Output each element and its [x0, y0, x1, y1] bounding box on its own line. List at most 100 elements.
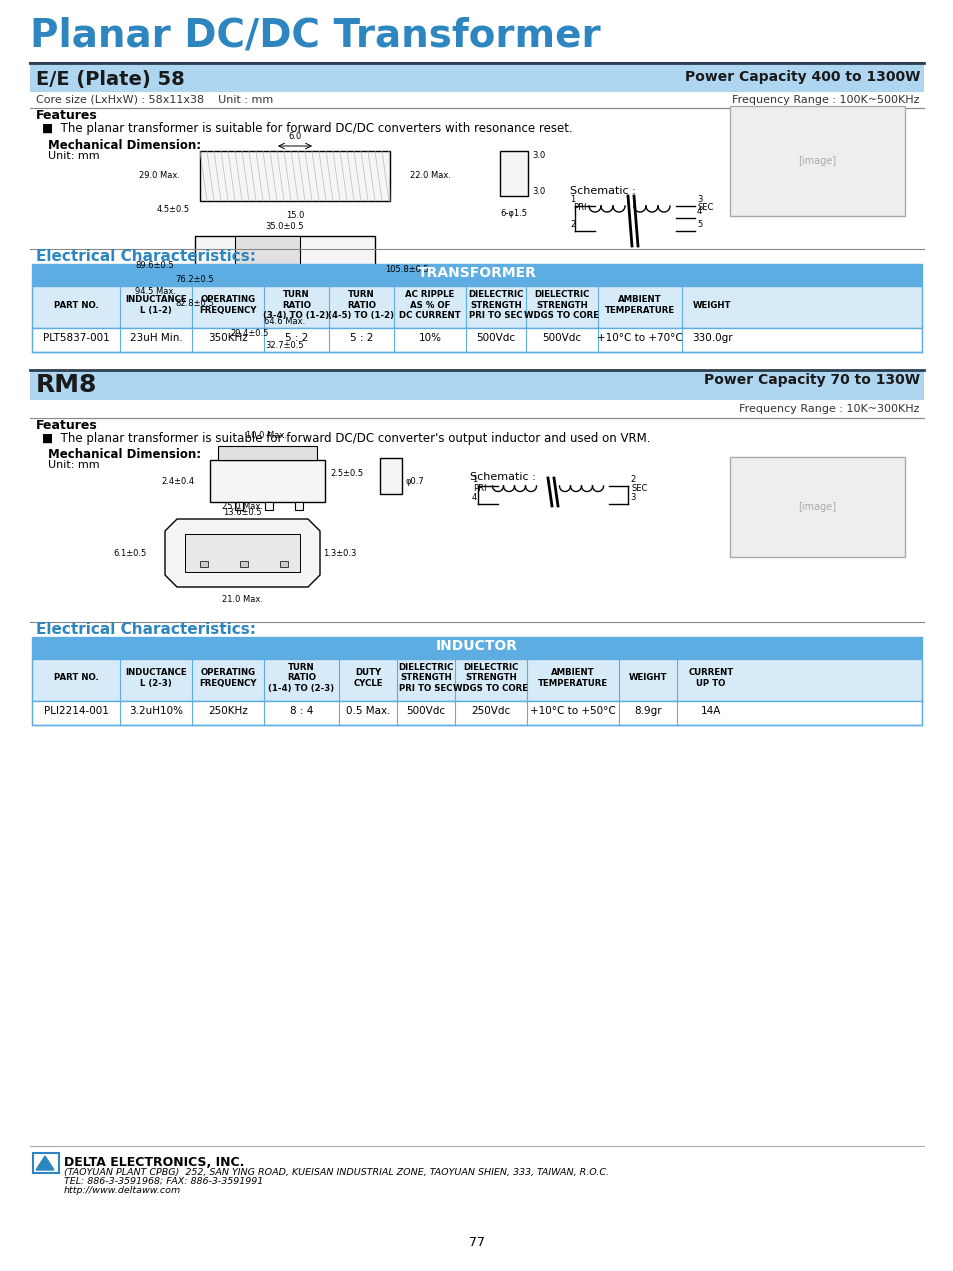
Text: TEL: 886-3-3591968; FAX: 886-3-3591991: TEL: 886-3-3591968; FAX: 886-3-3591991: [64, 1177, 263, 1186]
Text: INDUCTANCE
L (1-2): INDUCTANCE L (1-2): [125, 295, 187, 315]
Bar: [379, 458, 401, 494]
Bar: [32, 286, 921, 328]
Text: 2.4±0.4: 2.4±0.4: [162, 477, 194, 486]
Text: 5: 5: [697, 220, 701, 229]
Text: 1.3±0.3: 1.3±0.3: [323, 549, 356, 558]
Text: φ0.7: φ0.7: [406, 478, 424, 487]
Text: Planar DC/DC Transformer: Planar DC/DC Transformer: [30, 17, 600, 53]
Text: 77: 77: [469, 1235, 484, 1249]
Text: 35.0±0.5: 35.0±0.5: [266, 222, 304, 231]
Text: 2: 2: [629, 475, 635, 484]
Text: AMBIENT
TEMPERATURE: AMBIENT TEMPERATURE: [537, 669, 607, 688]
Bar: [210, 460, 325, 502]
Bar: [280, 561, 288, 567]
Text: 4: 4: [472, 493, 476, 502]
Text: 6-φ1.5: 6-φ1.5: [500, 208, 527, 219]
Text: 3.0: 3.0: [532, 187, 545, 196]
Text: AMBIENT
TEMPERATURE: AMBIENT TEMPERATURE: [604, 295, 675, 315]
Text: 8.9gr: 8.9gr: [634, 705, 661, 716]
Text: 6.0: 6.0: [288, 132, 301, 141]
Text: 82.8±0.5: 82.8±0.5: [174, 299, 213, 308]
Text: Electrical Characteristics:: Electrical Characteristics:: [36, 249, 255, 264]
Text: WEIGHT: WEIGHT: [692, 300, 731, 310]
Text: TRANSFORMER: TRANSFORMER: [417, 266, 536, 280]
Text: [image]: [image]: [797, 502, 835, 512]
Text: 23uH Min.: 23uH Min.: [130, 333, 182, 343]
Text: 22.0 Max.: 22.0 Max.: [410, 172, 451, 180]
Text: 1: 1: [569, 194, 575, 205]
Text: ■  The planar transformer is suitable for forward DC/DC converters with resonanc: ■ The planar transformer is suitable for…: [42, 122, 572, 135]
Text: OPERATING
FREQUENCY: OPERATING FREQUENCY: [199, 669, 256, 688]
Bar: [33, 1153, 59, 1173]
Text: 3: 3: [697, 194, 701, 205]
Bar: [200, 151, 390, 201]
Text: 4: 4: [697, 207, 701, 216]
Text: Features: Features: [36, 109, 97, 122]
Text: DIELECTRIC
STRENGTH
PRI TO SEC: DIELECTRIC STRENGTH PRI TO SEC: [398, 663, 454, 693]
Text: DELTA ELECTRONICS, INC.: DELTA ELECTRONICS, INC.: [64, 1157, 244, 1169]
Text: TURN
RATIO
(4-5) TO (1-2): TURN RATIO (4-5) TO (1-2): [328, 290, 395, 320]
Text: Unit: mm: Unit: mm: [48, 460, 99, 470]
Text: 64.6 Max.: 64.6 Max.: [264, 316, 305, 325]
Text: (TAOYUAN PLANT CPBG)  252, SAN YING ROAD, KUEISAN INDUSTRIAL ZONE, TAOYUAN SHIEN: (TAOYUAN PLANT CPBG) 252, SAN YING ROAD,…: [64, 1168, 608, 1177]
Text: Schematic :: Schematic :: [470, 472, 536, 482]
Text: 15.0: 15.0: [286, 211, 304, 220]
Text: 29.4±0.5: 29.4±0.5: [231, 329, 269, 338]
Text: PART NO.: PART NO.: [53, 300, 98, 310]
Polygon shape: [36, 1157, 54, 1171]
Bar: [30, 370, 923, 400]
Text: TURN
RATIO
(1-4) TO (2-3): TURN RATIO (1-4) TO (2-3): [268, 663, 335, 693]
Text: 350KHz: 350KHz: [208, 333, 248, 343]
Text: DUTY
CYCLE: DUTY CYCLE: [353, 669, 382, 688]
Bar: [499, 151, 527, 196]
Bar: [265, 502, 273, 510]
Bar: [30, 64, 923, 92]
Text: Power Capacity 400 to 1300W: Power Capacity 400 to 1300W: [684, 70, 919, 84]
Text: DIELECTRIC
STRENGTH
WDGS TO CORE: DIELECTRIC STRENGTH WDGS TO CORE: [524, 290, 598, 320]
Bar: [32, 264, 921, 286]
Bar: [218, 446, 316, 460]
Text: Features: Features: [36, 419, 97, 432]
Text: CURRENT
UP TO: CURRENT UP TO: [688, 669, 733, 688]
Bar: [32, 328, 921, 352]
Text: 76.2±0.5: 76.2±0.5: [174, 275, 213, 283]
Text: 94.5 Max.: 94.5 Max.: [135, 286, 175, 295]
Text: 330.0gr: 330.0gr: [691, 333, 732, 343]
Text: 21.0 Max.: 21.0 Max.: [222, 595, 263, 604]
Text: 3.0: 3.0: [532, 151, 545, 160]
Text: 500Vdc: 500Vdc: [542, 333, 581, 343]
Text: 13.6±0.5: 13.6±0.5: [223, 508, 261, 517]
Text: 2.5±0.5: 2.5±0.5: [330, 469, 363, 478]
Text: 5 : 2: 5 : 2: [350, 333, 373, 343]
Text: Schematic :: Schematic :: [569, 186, 635, 196]
Text: INDUCTANCE
L (2-3): INDUCTANCE L (2-3): [125, 669, 187, 688]
Bar: [729, 105, 904, 216]
Text: Core size (LxHxW) : 58x11x38    Unit : mm: Core size (LxHxW) : 58x11x38 Unit : mm: [36, 95, 273, 105]
Text: 32.7±0.5: 32.7±0.5: [265, 341, 304, 350]
Text: 5 : 2: 5 : 2: [285, 333, 308, 343]
Text: DIELECTRIC
STRENGTH
WDGS TO CORE: DIELECTRIC STRENGTH WDGS TO CORE: [453, 663, 528, 693]
Text: Frequency Range : 100K~500KHz: Frequency Range : 100K~500KHz: [732, 95, 919, 105]
Text: 4.5±0.5: 4.5±0.5: [156, 205, 190, 214]
Text: 89.6±0.5: 89.6±0.5: [135, 262, 173, 271]
Text: 250Vdc: 250Vdc: [471, 705, 510, 716]
Text: 6.1±0.5: 6.1±0.5: [113, 549, 147, 558]
Bar: [194, 236, 375, 311]
Text: SEC: SEC: [698, 203, 714, 212]
Text: 25.0 Max.: 25.0 Max.: [222, 502, 263, 511]
Text: ■  The planar transformer is suitable for forward DC/DC converter's output induc: ■ The planar transformer is suitable for…: [42, 432, 650, 445]
Text: 500Vdc: 500Vdc: [476, 333, 515, 343]
Text: DIELECTRIC
STRENGTH
PRI TO SEC: DIELECTRIC STRENGTH PRI TO SEC: [468, 290, 523, 320]
Text: WEIGHT: WEIGHT: [628, 674, 666, 683]
Text: SEC: SEC: [631, 484, 648, 493]
Bar: [185, 534, 299, 572]
Text: Unit: mm: Unit: mm: [48, 151, 99, 161]
Bar: [32, 637, 921, 658]
Text: PLI2214-001: PLI2214-001: [44, 705, 109, 716]
Text: Mechanical Dimension:: Mechanical Dimension:: [48, 447, 201, 461]
Bar: [234, 236, 299, 311]
Text: TURN
RATIO
(3-4) TO (1-2): TURN RATIO (3-4) TO (1-2): [263, 290, 329, 320]
Text: Power Capacity 70 to 130W: Power Capacity 70 to 130W: [703, 372, 919, 386]
Text: +10°C to +50°C: +10°C to +50°C: [530, 705, 616, 716]
Text: Frequency Range : 10K~300KHz: Frequency Range : 10K~300KHz: [739, 404, 919, 414]
